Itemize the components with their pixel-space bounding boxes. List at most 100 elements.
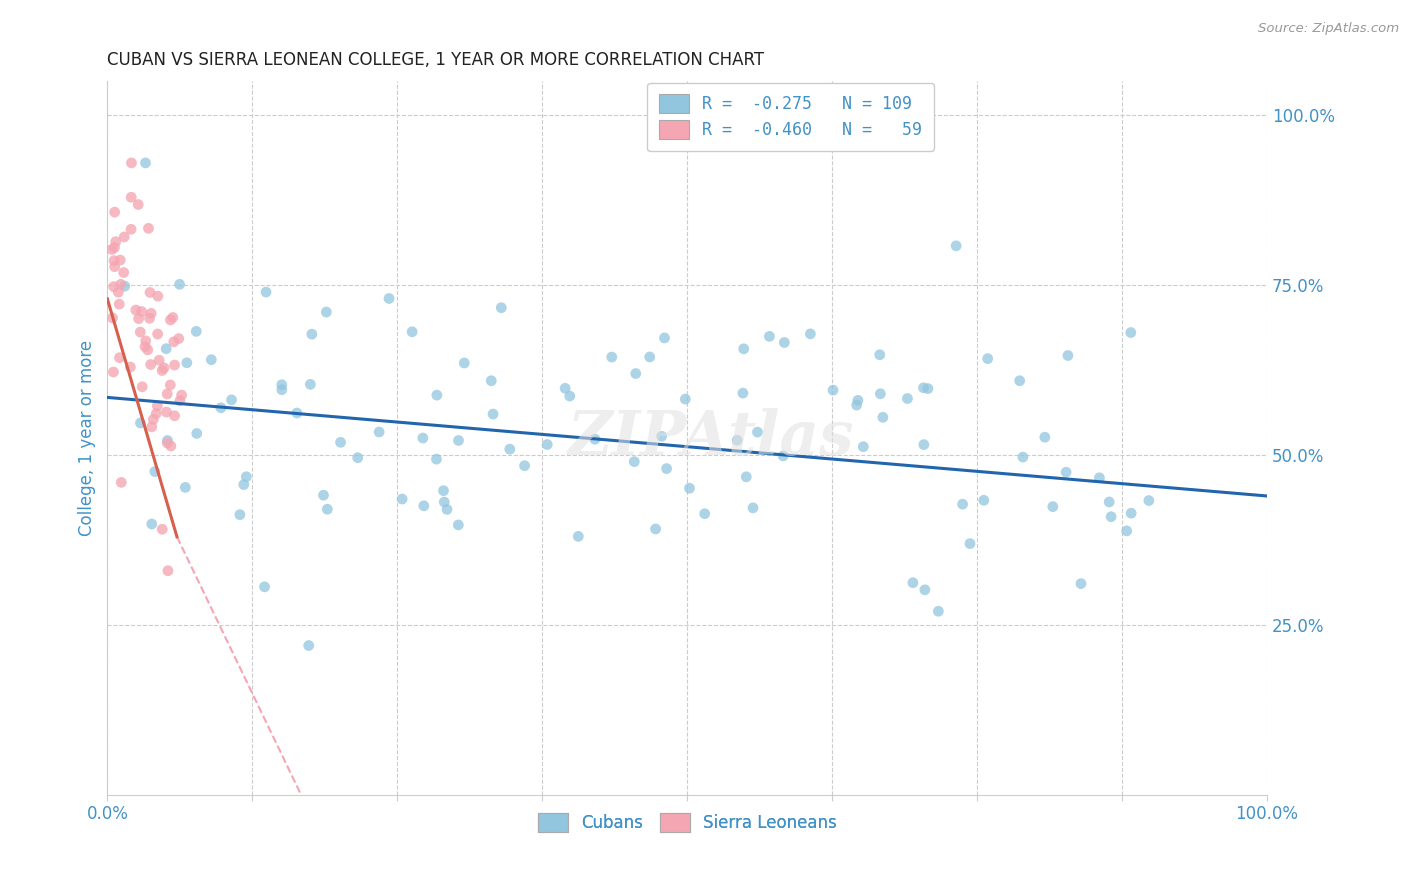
Point	[945, 239, 967, 253]
Point	[120, 222, 142, 236]
Point	[1119, 326, 1142, 340]
Point	[513, 458, 536, 473]
Point	[378, 292, 401, 306]
Point	[169, 393, 191, 408]
Point	[153, 360, 176, 375]
Point	[160, 439, 183, 453]
Point	[101, 243, 124, 257]
Point	[103, 241, 125, 255]
Point	[129, 325, 152, 339]
Point	[186, 324, 208, 338]
Point	[872, 410, 894, 425]
Point	[209, 401, 232, 415]
Point	[567, 529, 589, 543]
Point	[156, 564, 179, 578]
Point	[401, 325, 423, 339]
Point	[1088, 471, 1111, 485]
Point	[852, 440, 875, 454]
Point	[142, 412, 165, 426]
Point	[1054, 465, 1077, 479]
Point	[156, 436, 179, 450]
Point	[346, 450, 368, 465]
Point	[731, 386, 754, 401]
Point	[146, 326, 169, 341]
Point	[110, 277, 132, 292]
Point	[1042, 500, 1064, 514]
Point	[912, 381, 935, 395]
Point	[651, 429, 673, 443]
Point	[644, 522, 666, 536]
Point	[169, 277, 191, 292]
Point	[131, 304, 153, 318]
Point	[146, 399, 169, 413]
Point	[103, 365, 125, 379]
Point	[1121, 506, 1143, 520]
Point	[114, 279, 136, 293]
Legend: Cubans, Sierra Leoneans: Cubans, Sierra Leoneans	[529, 805, 845, 840]
Point	[301, 327, 323, 342]
Point	[558, 389, 581, 403]
Point	[623, 455, 645, 469]
Point	[482, 407, 505, 421]
Point	[869, 386, 891, 401]
Point	[1057, 349, 1080, 363]
Point	[136, 343, 159, 357]
Point	[1115, 524, 1137, 538]
Point	[425, 452, 447, 467]
Point	[869, 348, 891, 362]
Point	[163, 358, 186, 372]
Point	[1012, 450, 1035, 464]
Point	[436, 502, 458, 516]
Point	[453, 356, 475, 370]
Point	[141, 420, 163, 434]
Point	[125, 303, 148, 318]
Point	[1137, 493, 1160, 508]
Point	[150, 522, 173, 536]
Point	[155, 405, 177, 419]
Point	[799, 326, 821, 341]
Point	[107, 285, 129, 300]
Point	[673, 392, 696, 406]
Point	[145, 407, 167, 421]
Point	[129, 416, 152, 430]
Point	[285, 406, 308, 420]
Point	[368, 425, 391, 439]
Point	[221, 392, 243, 407]
Point	[108, 253, 131, 268]
Point	[742, 500, 765, 515]
Point	[103, 279, 125, 293]
Point	[976, 351, 998, 366]
Point	[134, 156, 156, 170]
Text: ZIPAtlas: ZIPAtlas	[567, 409, 853, 468]
Point	[896, 392, 918, 406]
Point	[491, 301, 513, 315]
Point	[758, 329, 780, 343]
Point	[141, 306, 163, 320]
Point	[927, 604, 949, 618]
Point	[1098, 495, 1121, 509]
Point	[176, 356, 198, 370]
Point	[200, 352, 222, 367]
Point	[772, 449, 794, 463]
Point	[959, 536, 981, 550]
Point	[134, 340, 156, 354]
Point	[174, 480, 197, 494]
Point	[733, 342, 755, 356]
Point	[912, 437, 935, 451]
Point	[315, 305, 337, 319]
Point	[270, 377, 292, 392]
Point	[120, 190, 142, 204]
Point	[170, 388, 193, 402]
Point	[845, 398, 868, 412]
Point	[433, 495, 456, 509]
Point	[159, 313, 181, 327]
Point	[235, 469, 257, 483]
Point	[821, 383, 844, 397]
Point	[163, 334, 186, 349]
Point	[156, 387, 179, 401]
Point	[103, 253, 125, 268]
Point	[600, 350, 623, 364]
Point	[135, 334, 157, 348]
Point	[104, 205, 127, 219]
Point	[159, 378, 181, 392]
